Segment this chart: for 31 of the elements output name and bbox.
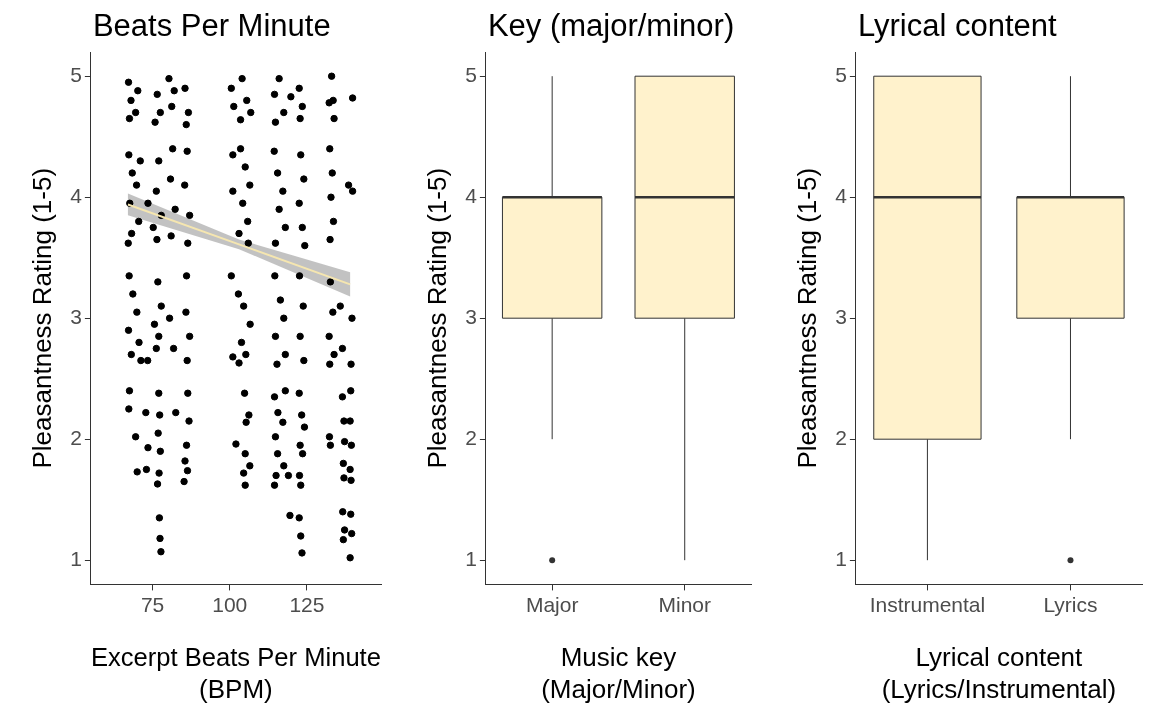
y-tick-label: 5 — [835, 63, 847, 86]
y-tick-label: 1 — [70, 547, 82, 570]
y-axis-title: Pleasantness Rating (1-5) — [421, 167, 452, 469]
y-tick-label: 1 — [465, 547, 477, 570]
y-tick-label: 4 — [835, 184, 848, 207]
x-tick-label: Major — [525, 592, 579, 616]
y-tick-label: 3 — [835, 305, 847, 328]
x-tick-label: Minor — [658, 592, 711, 616]
y-tick-label: 4 — [70, 184, 83, 207]
y-tick-label: 2 — [835, 426, 847, 449]
y-tick-label: 2 — [465, 426, 477, 449]
x-tick-label: 100 — [212, 592, 248, 616]
y-axis-title: Pleasantness Rating (1-5) — [26, 167, 57, 469]
chart-title: Beats Per Minute — [92, 8, 331, 43]
x-tick-label: 75 — [140, 592, 165, 616]
x-tick-label: Instrumental — [869, 592, 986, 616]
y-tick-label: 4 — [465, 184, 478, 207]
y-tick-label: 5 — [70, 63, 82, 86]
x-axis-title: Music key (Major/Minor) — [541, 642, 696, 704]
y-tick-label: 5 — [465, 63, 477, 86]
x-tick-label: 125 — [289, 592, 325, 616]
chart-title: Lyrical content — [857, 8, 1057, 43]
y-axis-title: Pleasantness Rating (1-5) — [791, 167, 822, 469]
y-tick-label: 1 — [835, 547, 847, 570]
x-tick-label: Lyrics — [1043, 592, 1098, 616]
x-axis-title: Lyrical content (Lyrics/Instrumental) — [881, 642, 1117, 704]
y-tick-label: 3 — [70, 305, 82, 328]
y-tick-label: 2 — [70, 426, 82, 449]
chart-title: Key (major/minor) — [487, 8, 735, 43]
y-tick-label: 3 — [465, 305, 477, 328]
x-axis-title: Excerpt Beats Per Minute (BPM) — [90, 643, 381, 704]
